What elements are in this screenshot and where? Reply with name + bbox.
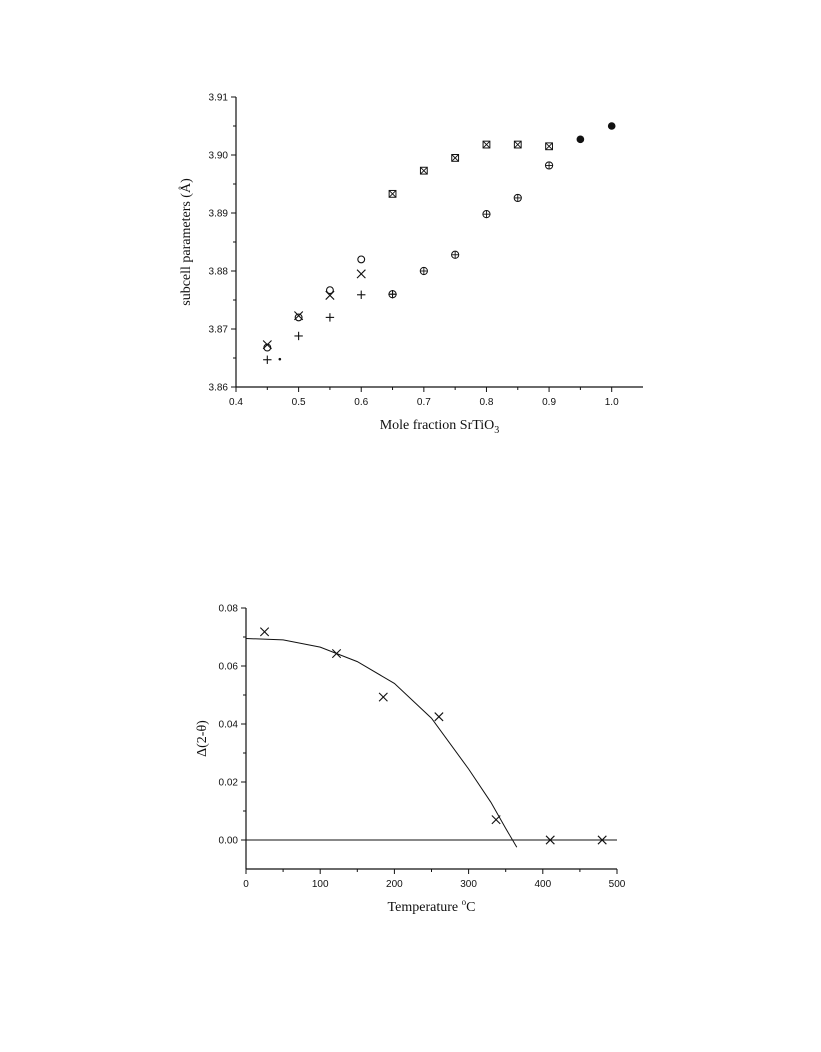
- x-tick-label: 100: [312, 879, 329, 890]
- data-point-cross: [491, 815, 501, 825]
- data-point-filled-circle: [576, 135, 585, 144]
- data-point-circle-plus: [451, 250, 460, 259]
- data-point-plus: [357, 290, 366, 299]
- x-tick-label: 0.8: [480, 397, 494, 408]
- y-tick-label: 3.88: [209, 267, 229, 278]
- data-point-circle-plus: [419, 266, 428, 276]
- y-tick-label: 3.86: [209, 383, 229, 394]
- x-tick-label: 200: [386, 879, 403, 890]
- data-point-circle: [325, 286, 334, 295]
- x-tick-label: 0.4: [229, 397, 243, 408]
- data-point-circle: [294, 313, 303, 322]
- data-point-circle-plus: [544, 161, 554, 170]
- y-tick-label: 3.89: [209, 209, 229, 220]
- y-axis-title: subcell parameters (Å): [178, 178, 194, 306]
- data-point-filled-circle: [607, 122, 616, 130]
- y-tick-label: 0.08: [219, 604, 239, 615]
- fit-curve: [245, 638, 518, 848]
- data-point-dot: [278, 357, 282, 361]
- data-point-circle-plus: [388, 290, 397, 299]
- x-tick-label: 300: [460, 879, 477, 890]
- y-tick-label: 3.87: [209, 325, 229, 336]
- x-tick-label: 0.5: [292, 397, 306, 408]
- x-tick-label: 0.9: [542, 397, 556, 408]
- data-point-circle: [263, 343, 272, 352]
- data-point-boxed-cross: [388, 189, 397, 198]
- x-axis-title-text: Temperature: [388, 900, 462, 915]
- x-axis-title: Mole fraction SrTiO3: [380, 418, 500, 436]
- x-tick-label: 0.7: [417, 397, 431, 408]
- data-point-boxed-cross: [451, 154, 460, 162]
- data-point-plus: [294, 331, 303, 341]
- x-tick-label: 400: [534, 879, 551, 890]
- data-point-cross: [434, 712, 444, 722]
- x-axis-title-unit: C: [466, 900, 475, 915]
- data-point-boxed-cross: [419, 166, 428, 175]
- x-axis-title-subscript: 3: [494, 425, 499, 436]
- y-tick-label: 0.00: [219, 836, 239, 847]
- data-point-boxed-cross: [545, 142, 553, 151]
- y-tick-label: 0.02: [219, 778, 239, 789]
- chart-subcell-parameters: 0.4 0.5 0.6 0.7 0.8 0.9 1.0 3.86 3.87 3.88 3.89 3.9…: [178, 93, 643, 436]
- data-point-boxed-cross: [513, 140, 522, 149]
- x-tick-label: 0: [243, 879, 249, 890]
- data-point-plus: [263, 355, 272, 364]
- data-point-cross: [545, 835, 555, 845]
- data-point-plus: [325, 313, 335, 322]
- data-point-circle-plus: [482, 210, 491, 219]
- data-point-cross: [331, 648, 342, 659]
- data-point-circle-plus: [513, 193, 522, 203]
- y-tick-label: 0.06: [219, 662, 239, 673]
- x-tick-label: 0.6: [354, 397, 368, 408]
- data-point-cross: [597, 835, 607, 845]
- data-point-circle: [357, 255, 366, 264]
- y-axis-title: Δ(2-θ): [195, 720, 210, 757]
- x-tick-label: 500: [609, 879, 626, 890]
- data-point-boxed-cross: [482, 140, 491, 149]
- x-axis-title: Temperature oC: [388, 897, 476, 915]
- chart-delta-two-theta: 0 100 200 300 400 500 0.00 0.02 0.04 0.06 0.08 Temp…: [195, 604, 626, 916]
- x-axis-title-superscript: o: [462, 897, 467, 907]
- x-axis-title-text: Mole fraction SrTiO: [380, 418, 495, 433]
- y-tick-label: 3.90: [209, 151, 229, 162]
- data-point-cross: [356, 269, 366, 279]
- y-tick-label: 3.91: [209, 93, 229, 104]
- y-tick-label: 0.04: [219, 720, 239, 731]
- data-point-cross: [378, 692, 388, 702]
- x-tick-label: 1.0: [605, 397, 619, 408]
- data-point-cross: [259, 627, 270, 637]
